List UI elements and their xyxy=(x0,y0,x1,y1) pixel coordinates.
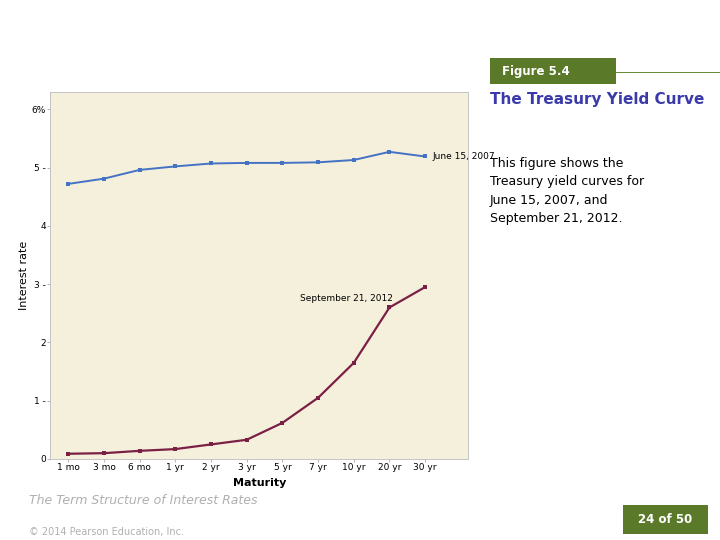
Text: This figure shows the
Treasury yield curves for
June 15, 2007, and
September 21,: This figure shows the Treasury yield cur… xyxy=(490,157,644,225)
X-axis label: Maturity: Maturity xyxy=(233,478,286,488)
Text: © 2014 Pearson Education, Inc.: © 2014 Pearson Education, Inc. xyxy=(29,526,184,537)
Text: Figure 5.4: Figure 5.4 xyxy=(503,65,570,78)
Text: June 15, 2007: June 15, 2007 xyxy=(432,152,495,161)
Text: The Term Structure of Interest Rates: The Term Structure of Interest Rates xyxy=(29,494,257,507)
Text: 24 of 50: 24 of 50 xyxy=(638,513,693,526)
Text: The Treasury Yield Curve: The Treasury Yield Curve xyxy=(490,92,704,107)
Y-axis label: Interest rate: Interest rate xyxy=(19,241,29,310)
Text: September 21, 2012: September 21, 2012 xyxy=(300,294,393,303)
